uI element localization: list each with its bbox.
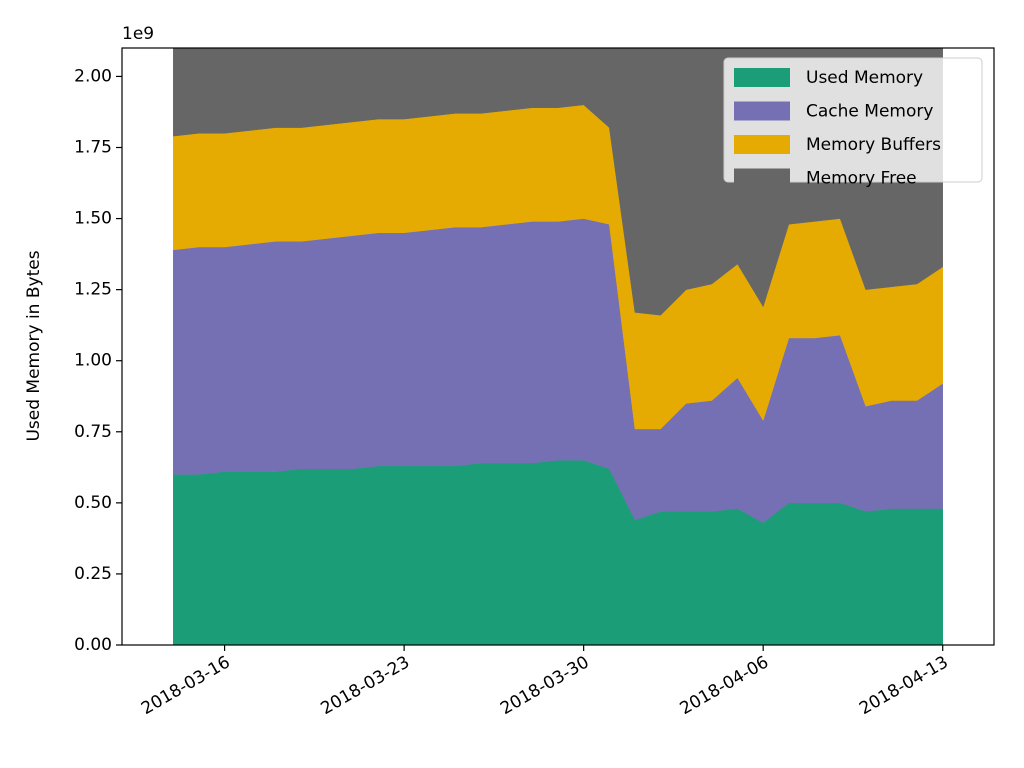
legend-swatch [734, 135, 790, 154]
legend-label: Memory Buffers [806, 135, 941, 155]
y-tick-label: 0.00 [74, 635, 112, 655]
legend-label: Used Memory [806, 68, 923, 88]
plot-frame [121, 47, 995, 646]
x-tick-label: 2018-04-13 [856, 652, 952, 719]
y-tick-label: 0.75 [74, 422, 112, 442]
x-tick-label: 2018-03-30 [497, 652, 593, 719]
y-axis-label: Used Memory in Bytes [24, 250, 44, 441]
y-tick-label: 0.50 [74, 493, 112, 513]
y-tick-label: 0.25 [74, 564, 112, 584]
y-tick-label: 1.00 [74, 351, 112, 371]
y-tick-label: 2.00 [74, 66, 112, 86]
y-tick-label: 1.50 [74, 209, 112, 229]
x-tick-label: 2018-03-16 [138, 652, 234, 719]
x-tick-label: 2018-03-23 [318, 652, 414, 719]
legend-swatch [734, 101, 790, 121]
y-tick-label: 1.25 [74, 280, 112, 300]
legend-swatch [734, 68, 790, 87]
x-tick-label: 2018-04-06 [677, 652, 773, 719]
legend-label: Cache Memory [806, 102, 933, 122]
y-tick-label: 1.75 [74, 138, 112, 158]
legend-swatch [734, 168, 790, 188]
y-offset-label: 1e9 [122, 24, 154, 44]
legend-label: Memory Free [806, 169, 917, 189]
